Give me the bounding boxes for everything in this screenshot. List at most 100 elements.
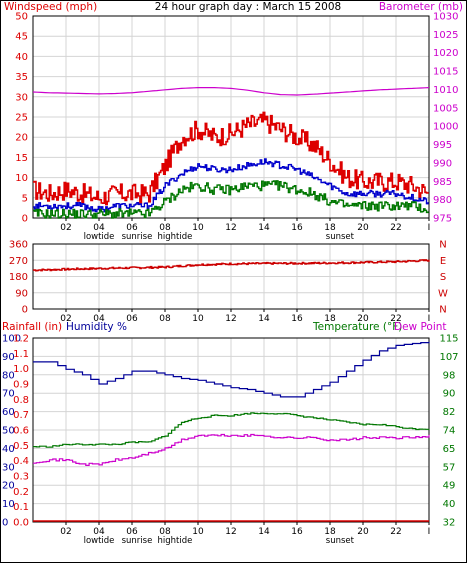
time-tick-label: 02 xyxy=(60,314,71,324)
compass-label: N xyxy=(439,305,446,316)
time-tick-label: 14 xyxy=(258,223,270,233)
barometer-axis-title: Barometer (mb) xyxy=(379,1,463,13)
dir-tick-label: 0 xyxy=(22,305,28,316)
humidity-tick-label: 20 xyxy=(2,481,15,492)
time-tick-label: I xyxy=(428,527,431,537)
event-lowtide: lowtide xyxy=(84,536,115,546)
time-tick-label: 18 xyxy=(324,314,336,324)
wind-tick-label: 40 xyxy=(15,52,28,63)
temp-tick-label: 40 xyxy=(443,499,456,510)
wind-direction-panel: 0 N 90 W 180 S 270 E 360 N 02 04 06 08 10 12 14 16 18 20 22 I xyxy=(9,240,448,325)
time-tick-label: I xyxy=(428,223,431,233)
temp-tick-label: 49 xyxy=(443,481,456,492)
time-tick-label: 18 xyxy=(324,223,336,233)
baro-tick-label: 1030 xyxy=(433,12,458,23)
temp-tick-label: 98 xyxy=(443,370,456,381)
humidity-tick-label: 70 xyxy=(2,389,15,400)
time-tick-label: 10 xyxy=(192,314,204,324)
rain-tick-label: 0.4 xyxy=(13,456,29,467)
time-tick-label: 04 xyxy=(93,527,105,537)
event-sunrise: sunrise xyxy=(122,232,153,242)
wind-tick-label: 20 xyxy=(15,133,28,144)
wind-tick-label: 10 xyxy=(15,173,28,184)
time-tick-label: 12 xyxy=(225,527,236,537)
time-tick-label: 20 xyxy=(357,314,369,324)
rain-tick-label: 1.1 xyxy=(13,349,29,360)
time-tick-label: 04 xyxy=(93,314,105,324)
event-sunset: sunset xyxy=(326,536,355,546)
rainfall-axis-title: Rainfall (in) xyxy=(2,321,62,333)
event-hightide: hightide xyxy=(157,536,192,546)
rain-tick-label: 1.0 xyxy=(13,364,29,375)
humidity-tick-label: 90 xyxy=(2,352,15,363)
rain-tick-label: 0.1 xyxy=(13,502,29,513)
baro-tick-label: 1005 xyxy=(433,103,458,114)
baro-tick-label: 1025 xyxy=(433,30,458,41)
humidity-tick-label: 30 xyxy=(2,462,15,473)
rain-tick-label: 0.3 xyxy=(13,472,29,483)
time-tick-label: 14 xyxy=(258,314,270,324)
wind-tick-label: 30 xyxy=(15,92,28,103)
time-tick-label: 16 xyxy=(291,314,303,324)
baro-tick-label: 980 xyxy=(433,195,452,206)
time-tick-label: 02 xyxy=(60,527,71,537)
time-tick-label: 08 xyxy=(159,314,171,324)
wind-tick-label: 5 xyxy=(22,193,28,204)
rain-tick-label: 0.8 xyxy=(13,395,29,406)
time-tick-label: 08 xyxy=(159,527,171,537)
direction-series xyxy=(33,259,430,272)
wind-baro-panel: 0510152025303540455097598098599099510001… xyxy=(15,12,458,243)
baro-tick-label: 975 xyxy=(433,214,452,225)
rain-tick-label: 0.5 xyxy=(13,441,29,452)
dewpoint-line xyxy=(33,433,430,466)
wind-tick-label: 35 xyxy=(15,72,28,83)
wind-series-2 xyxy=(33,180,429,219)
rain-tick-label: 0.9 xyxy=(13,380,29,391)
temp-tick-label: 74 xyxy=(443,426,456,437)
baro-tick-label: 990 xyxy=(433,158,452,169)
event-lowtide: lowtide xyxy=(84,232,115,242)
time-tick-label: 22 xyxy=(390,314,401,324)
dewpoint-axis-title: Dew Point xyxy=(394,321,447,333)
rain-tick-label: 0.0 xyxy=(13,518,29,529)
event-sunrise: sunrise xyxy=(122,536,153,546)
time-tick-label: 06 xyxy=(126,527,138,537)
temp-tick-label: 115 xyxy=(439,334,458,345)
wind-tick-label: 15 xyxy=(15,153,28,164)
temperature-axis-title: Temperature (°F) xyxy=(312,321,402,333)
humidity-axis-title: Humidity % xyxy=(66,321,127,333)
humidity-tick-label: 100 xyxy=(2,334,21,345)
time-tick-label: 22 xyxy=(390,223,401,233)
wind-tick-label: 25 xyxy=(15,113,28,124)
time-tick-label: 06 xyxy=(126,314,138,324)
temp-tick-label: 90 xyxy=(443,389,456,400)
event-sunset: sunset xyxy=(326,232,355,242)
time-tick-label: 10 xyxy=(192,527,204,537)
temp-tick-label: 32 xyxy=(443,518,456,529)
temp-tick-label: 57 xyxy=(443,462,456,473)
humidity-tick-label: 50 xyxy=(2,426,15,437)
dir-tick-label: 360 xyxy=(9,240,28,251)
compass-label: S xyxy=(440,272,446,283)
rain-tick-label: 0.2 xyxy=(13,487,29,498)
humidity-tick-label: 80 xyxy=(2,370,15,381)
time-tick-label: 12 xyxy=(225,223,236,233)
humidity-temperature-panel: 0 10 20 30 40 50 60 70 80 90 100 0.0 0.1 0.2 0.3 0.4 0.5… xyxy=(2,334,459,547)
windspeed-axis-title: Windspeed (mph) xyxy=(4,1,97,13)
time-tick-label: I xyxy=(428,314,431,324)
baro-tick-label: 985 xyxy=(433,177,452,188)
rain-tick-label: 0.6 xyxy=(13,426,29,437)
time-tick-label: 04 xyxy=(93,223,105,233)
humidity-tick-label: 10 xyxy=(2,499,15,510)
humidity-line xyxy=(33,341,430,398)
time-tick-label: 20 xyxy=(357,223,369,233)
time-tick-label: 06 xyxy=(126,223,138,233)
time-tick-label: 08 xyxy=(159,223,171,233)
compass-label: E xyxy=(440,256,446,267)
baro-tick-label: 1000 xyxy=(433,122,458,133)
wind-series-0 xyxy=(33,111,429,206)
rain-tick-label: 1.2 xyxy=(13,334,29,345)
time-tick-label: 10 xyxy=(192,223,204,233)
